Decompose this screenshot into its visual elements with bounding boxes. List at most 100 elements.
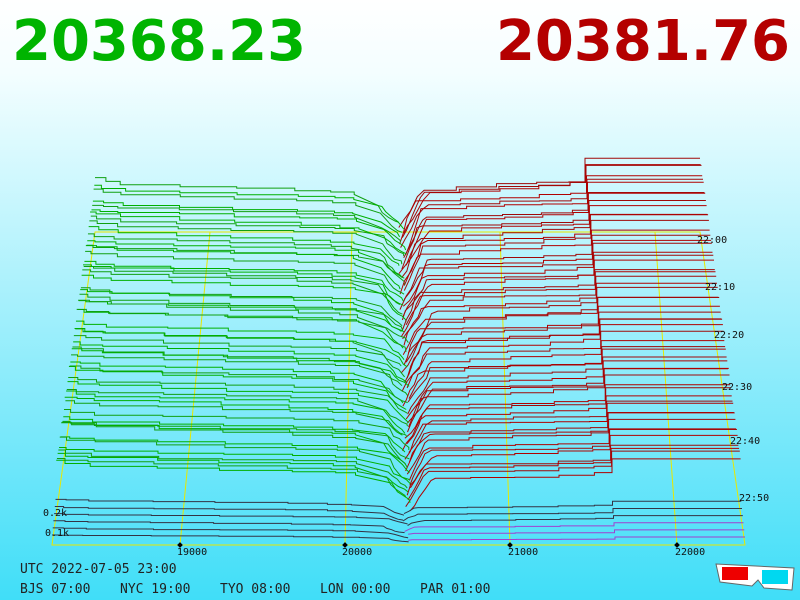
depth-line (406, 387, 731, 445)
time-label: 22:40 (730, 436, 760, 447)
time-label: 22:30 (722, 382, 752, 393)
depth-line (399, 175, 703, 245)
time-axis: 22:00 22:10 22:20 22:30 22:40 22:50 (697, 235, 769, 504)
depth-line (406, 444, 739, 496)
tick (674, 542, 680, 548)
depth-line (60, 436, 410, 473)
depth-line (403, 192, 705, 259)
depth-line (405, 259, 714, 326)
depth-line (401, 213, 708, 279)
depth-line (408, 412, 734, 463)
depth-line (92, 200, 401, 238)
depth-line (67, 381, 409, 424)
ask-price: 20381.76 (496, 9, 790, 74)
depth-line (78, 299, 409, 343)
depth-line (403, 234, 711, 300)
depth-line (404, 318, 723, 383)
price-label: 22000 (675, 547, 705, 558)
depth-line (406, 418, 736, 475)
depth-line (68, 366, 407, 410)
depth-line (91, 209, 407, 251)
depth-line (89, 220, 403, 265)
depth-line (56, 459, 411, 503)
depth-line (63, 409, 410, 450)
depth-line (69, 365, 408, 404)
depth-line (407, 374, 730, 433)
depth-line (59, 436, 411, 481)
depth-line (71, 354, 409, 397)
depth-line (57, 452, 409, 493)
depth-line (95, 177, 399, 223)
depth-line (87, 233, 402, 278)
depth-line (400, 271, 716, 337)
depth-line (402, 251, 713, 317)
depth-line (401, 269, 715, 332)
depth-line (398, 205, 707, 274)
zone-time: PAR 01:00 (420, 582, 490, 597)
depth-line (80, 289, 402, 332)
depth-line (68, 377, 408, 414)
depth-line (66, 390, 406, 434)
depth-line (399, 229, 710, 295)
time-label: 22:10 (705, 282, 735, 293)
depth-line (82, 269, 403, 315)
depth-line (85, 250, 405, 295)
tick (177, 542, 183, 548)
utc-time: UTC 2022-07-05 23:00 (20, 562, 177, 577)
depth-slices (52, 157, 745, 543)
price-label: 19000 (177, 547, 207, 558)
depth-line (403, 282, 717, 346)
depth-line (404, 384, 731, 439)
depth-line (408, 400, 733, 453)
depth-line (407, 515, 743, 527)
depth-line (84, 260, 404, 302)
depth-line (74, 328, 408, 368)
depth-line (401, 395, 732, 451)
depth-line (73, 341, 408, 383)
depth-line (406, 324, 723, 389)
depth-line (90, 211, 407, 255)
tick (342, 542, 348, 548)
depth-line (64, 396, 403, 436)
depth-line (62, 420, 410, 460)
depth-line (405, 181, 704, 255)
depth-line (405, 360, 728, 420)
depth-line (83, 264, 404, 306)
depth-line (409, 429, 737, 486)
depth-line (403, 508, 742, 521)
depth-line (407, 356, 727, 415)
depth-line (79, 293, 404, 331)
price-label: 21000 (508, 547, 538, 558)
depth-line (59, 447, 411, 485)
depth-line (399, 242, 712, 310)
glasses-lens-left (722, 567, 748, 580)
depth-line (404, 522, 744, 532)
depth-line (55, 498, 405, 516)
depth-line (406, 368, 728, 424)
depth-line (407, 447, 740, 501)
depth-line (54, 505, 405, 522)
depth-line (78, 300, 405, 333)
floor-line (654, 231, 678, 546)
depth-line (402, 348, 726, 407)
depth-line (408, 536, 745, 541)
depth-line (94, 184, 405, 230)
3d-glasses-toggle[interactable] (715, 563, 795, 591)
depth-line (81, 274, 407, 322)
depth-line (88, 226, 400, 266)
glasses-lens-right (762, 570, 788, 584)
depth-line (66, 389, 408, 427)
depth-line (70, 361, 404, 404)
depth-line (408, 340, 725, 399)
depth-line (400, 311, 721, 374)
depth-line (75, 320, 405, 360)
time-label: 22:00 (697, 235, 727, 246)
depth-line (58, 449, 408, 489)
depth-line (405, 412, 735, 472)
floor-line (344, 231, 353, 546)
depth-line (53, 520, 405, 534)
depth-line (73, 335, 405, 378)
depth-line (409, 458, 741, 512)
depth-line (402, 275, 717, 340)
